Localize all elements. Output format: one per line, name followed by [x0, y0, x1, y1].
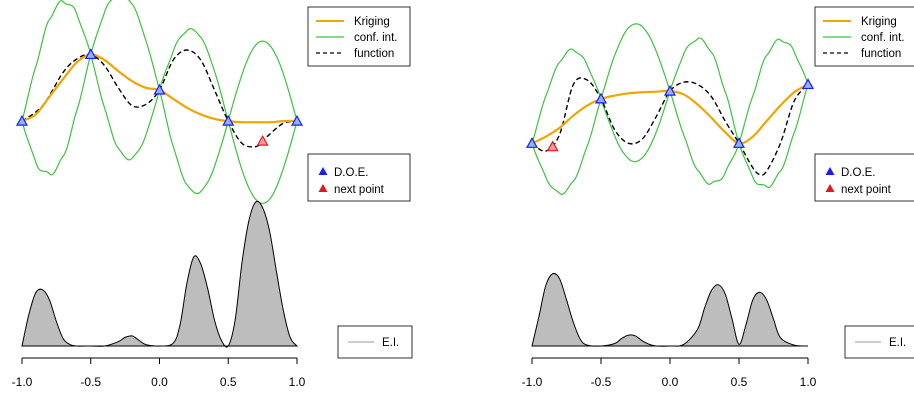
right-doe-layer — [525, 78, 815, 148]
right-x-tick-label: -1.0 — [522, 375, 543, 389]
left-x-tick-label: -0.5 — [80, 375, 101, 389]
right-next-point — [546, 140, 559, 152]
left-function-line — [21, 49, 298, 148]
right-legend-confint-label: conf. int. — [861, 32, 904, 44]
left-legend-ei-label: E.I. — [382, 337, 399, 349]
left-doe-point — [222, 114, 235, 126]
right-legend-ei: E.I. — [844, 325, 914, 359]
left-confidence-upper-layer — [21, 0, 298, 122]
left-x-tick-label: 0.0 — [151, 375, 168, 389]
right-x-tick-label: -0.5 — [591, 375, 612, 389]
left-doe-point — [290, 114, 304, 126]
right-confidence-lower-layer — [531, 84, 809, 195]
right-x-tick-label: 1.0 — [800, 375, 817, 389]
left-legend-points-box — [307, 153, 411, 202]
left-x-tick-label: 1.0 — [289, 375, 306, 389]
left-x-tick-label: 0.5 — [220, 375, 237, 389]
left-ei-layer — [21, 200, 299, 348]
left-legend-next-marker — [318, 184, 328, 192]
left-x-axis: -1.0 -0.5 0.0 0.5 1.0 — [12, 357, 306, 389]
right-doe-point — [801, 78, 815, 90]
left-confidence-lower-layer — [21, 53, 298, 204]
left-legend-doe-label: D.O.E. — [334, 167, 369, 179]
right-legend-kriging-label: Kriging — [861, 16, 897, 28]
right-legend-function-label: function — [861, 48, 901, 60]
right-legend-points: D.O.E. next point — [814, 153, 914, 202]
left-legend-top: Kriging conf. int. function — [307, 6, 411, 67]
left-next-point — [256, 134, 269, 146]
right-panel: -1.0 -0.5 0.0 0.5 1.0 Kriging conf. int. fun… — [522, 6, 914, 389]
right-legend-next-marker — [825, 184, 835, 192]
left-next-point-layer — [256, 134, 269, 146]
right-function-line — [531, 77, 809, 176]
left-x-tick-label: -1.0 — [12, 375, 33, 389]
right-legend-top: Kriging conf. int. function — [814, 6, 914, 67]
left-legend-function-label: function — [354, 48, 394, 60]
left-ei-area — [21, 200, 299, 348]
left-function-layer — [21, 49, 298, 148]
right-legend-points-box — [814, 153, 914, 202]
right-x-axis: -1.0 -0.5 0.0 0.5 1.0 — [522, 357, 817, 389]
right-ei-area — [531, 272, 809, 347]
left-legend-ei: E.I. — [337, 325, 413, 359]
right-next-point-layer — [546, 140, 559, 152]
right-legend-ei-label: E.I. — [889, 337, 906, 349]
left-doe-layer — [15, 48, 304, 126]
right-doe-point — [525, 137, 539, 148]
right-x-tick-label: 0.0 — [662, 375, 679, 389]
left-legend-next-label: next point — [334, 184, 385, 196]
right-ei-layer — [531, 272, 809, 347]
left-legend-doe-marker — [318, 167, 328, 175]
right-legend-next-label: next point — [841, 184, 892, 196]
left-confidence-lower — [21, 53, 298, 204]
right-legend-doe-marker — [825, 167, 835, 175]
left-legend-confint-label: conf. int. — [354, 32, 397, 44]
right-doe-point — [663, 84, 677, 96]
right-function-layer — [531, 77, 809, 176]
left-confidence-upper — [21, 0, 298, 122]
right-x-tick-label: 0.5 — [731, 375, 748, 389]
left-legend-kriging-label: Kriging — [354, 16, 390, 28]
left-doe-point — [84, 48, 97, 60]
left-panel: -1.0 -0.5 0.0 0.5 1.0 Kriging conf. int. fun… — [12, 0, 413, 389]
right-legend-doe-label: D.O.E. — [841, 167, 876, 179]
right-confidence-lower — [531, 84, 809, 195]
left-doe-point — [153, 83, 166, 95]
right-doe-point — [732, 137, 746, 148]
left-legend-points: D.O.E. next point — [307, 153, 411, 202]
left-doe-point — [15, 114, 29, 126]
right-doe-point — [594, 92, 608, 104]
